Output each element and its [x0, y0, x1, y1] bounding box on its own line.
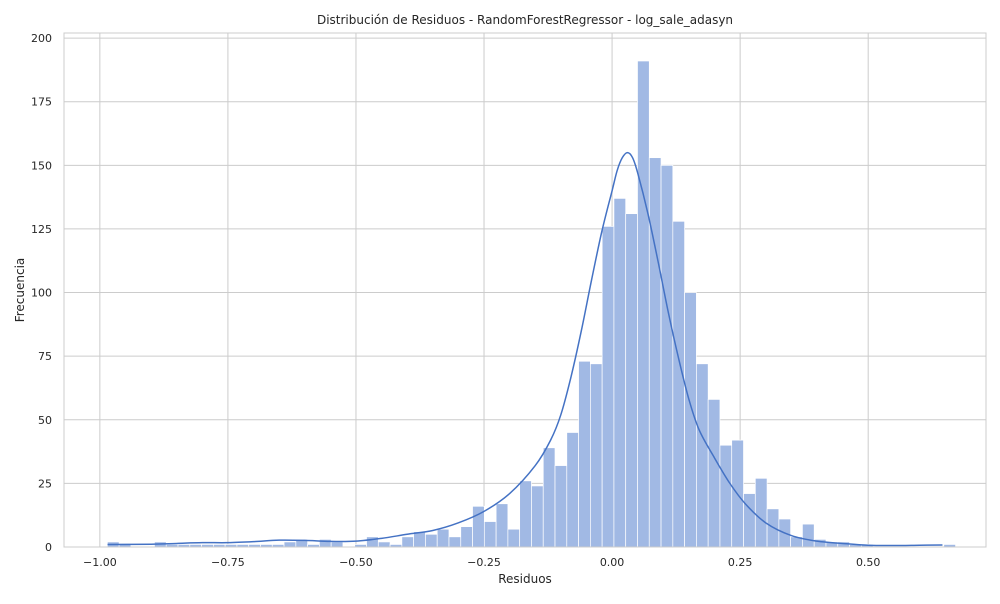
histogram-bar [483, 521, 497, 548]
histogram-bar [719, 444, 733, 548]
x-tick-label: 0.00 [600, 556, 625, 569]
histogram-bar [625, 213, 638, 548]
x-tick-label: −0.75 [211, 556, 245, 569]
histogram-bar [283, 541, 297, 548]
histogram-bar [401, 536, 414, 548]
histogram-bar [425, 533, 438, 548]
tick-labels: −1.00 −0.75 −0.50 −0.25 0.00 0.25 0.50 0 25 50 75 1… [31, 32, 880, 569]
histogram-bar [330, 541, 344, 548]
histogram-bar [743, 493, 756, 548]
x-tick-label: 0.25 [728, 556, 753, 569]
y-tick-label: 200 [31, 32, 52, 45]
histogram-bar [613, 198, 627, 548]
histogram-bar [542, 447, 556, 548]
chart-title: Distribución de Residuos - RandomForestR… [317, 13, 733, 27]
y-tick-label: 150 [31, 159, 52, 172]
histogram-bar [531, 485, 544, 548]
histogram-bar [648, 157, 662, 548]
y-axis-label: Frecuencia [13, 258, 27, 323]
histogram-bar [660, 164, 674, 548]
histogram-bar [707, 399, 721, 548]
x-tick-label: −0.25 [467, 556, 501, 569]
plot-frame [63, 32, 987, 548]
x-tick-label: 0.50 [856, 556, 881, 569]
histogram-bar [413, 531, 426, 548]
histogram-bar [601, 226, 615, 548]
histogram-bar [507, 528, 521, 548]
histogram-bar [436, 528, 450, 548]
x-axis-label: Residuos [498, 572, 552, 586]
y-tick-label: 75 [38, 350, 52, 363]
histogram-bar [495, 503, 509, 548]
y-tick-label: 175 [31, 96, 52, 109]
histogram-bar [578, 360, 591, 548]
histogram-bar [802, 523, 815, 548]
x-tick-label: −0.50 [339, 556, 373, 569]
histogram-bar [377, 541, 391, 548]
kde-curve-layer [107, 151, 943, 547]
kde-curve [107, 151, 943, 547]
histogram-bar [448, 536, 462, 548]
histogram-bar [460, 526, 473, 548]
y-tick-label: 100 [31, 287, 52, 300]
histogram-bar [672, 220, 685, 548]
histogram-bar [754, 477, 768, 548]
histogram-bar [590, 363, 603, 548]
histogram-bar [554, 465, 568, 548]
histogram-bar [637, 60, 650, 548]
y-tick-label: 25 [38, 477, 52, 490]
histogram-bar [519, 480, 532, 548]
x-tick-label: −1.00 [83, 556, 117, 569]
y-tick-label: 0 [45, 541, 52, 554]
histogram-bars [106, 60, 956, 548]
y-tick-label: 125 [31, 223, 52, 236]
histogram-bar [566, 432, 579, 548]
y-tick-label: 50 [38, 414, 52, 427]
histogram-bar [696, 363, 709, 548]
